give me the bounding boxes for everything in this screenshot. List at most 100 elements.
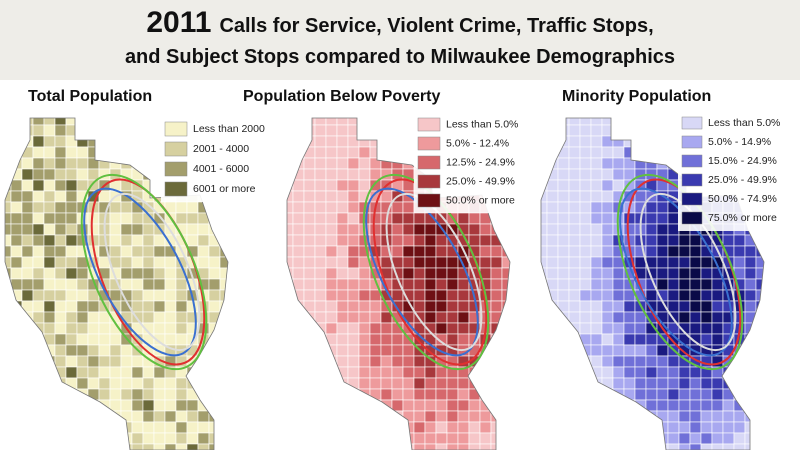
tract	[336, 355, 349, 368]
tract	[303, 256, 316, 269]
tract	[292, 190, 305, 203]
tract	[645, 212, 658, 225]
tract	[32, 201, 45, 214]
tract	[413, 278, 426, 291]
tract	[175, 399, 188, 412]
tract	[336, 333, 349, 346]
tract	[131, 388, 144, 401]
tract	[711, 300, 724, 313]
tract	[579, 311, 592, 324]
tract	[590, 311, 603, 324]
tract	[358, 366, 371, 379]
tract	[54, 245, 67, 258]
legend: Less than 5.0% 5.0% - 12.4% 12.5% - 24.9% 2…	[414, 114, 524, 213]
legend-label: 12.5% - 24.9%	[446, 156, 515, 168]
tract	[208, 300, 221, 313]
tract	[667, 278, 680, 291]
tract	[175, 212, 188, 225]
tract	[325, 256, 338, 269]
tract	[601, 333, 614, 346]
tract	[32, 278, 45, 291]
tract	[10, 256, 23, 269]
tract	[336, 168, 349, 181]
tract	[336, 124, 349, 137]
tract	[402, 377, 415, 390]
tract	[601, 355, 614, 368]
tract	[689, 234, 702, 247]
tract	[557, 179, 570, 192]
tract	[678, 234, 691, 247]
tract	[402, 344, 415, 357]
tract	[32, 157, 45, 170]
tract	[667, 212, 680, 225]
tract	[43, 201, 56, 214]
tract	[623, 333, 636, 346]
hotspot-ellipse	[80, 173, 208, 371]
legend-swatch	[164, 121, 188, 137]
tract	[579, 168, 592, 181]
tract	[43, 135, 56, 148]
tract	[65, 168, 78, 181]
tract	[424, 443, 437, 450]
tract	[402, 388, 415, 401]
tract	[568, 223, 581, 236]
tract	[468, 421, 481, 434]
tract	[120, 344, 133, 357]
tract	[733, 421, 746, 434]
tract	[54, 223, 67, 236]
tract	[54, 311, 67, 324]
tract	[446, 289, 459, 302]
tract	[479, 421, 492, 434]
tract	[153, 410, 166, 423]
tract	[120, 245, 133, 258]
tract	[32, 245, 45, 258]
tract	[142, 366, 155, 379]
tract	[568, 256, 581, 269]
tract	[435, 311, 448, 324]
tract	[120, 256, 133, 269]
tract	[468, 443, 481, 450]
tract	[336, 300, 349, 313]
tract	[336, 223, 349, 236]
tract	[689, 322, 702, 335]
tract	[358, 289, 371, 302]
tract	[424, 410, 437, 423]
tract	[479, 223, 492, 236]
city-outline	[4, 117, 229, 450]
tract	[413, 377, 426, 390]
tract	[76, 311, 89, 324]
tract	[98, 377, 111, 390]
tract	[186, 201, 199, 214]
tract	[325, 322, 338, 335]
tract	[153, 234, 166, 247]
tract	[175, 443, 188, 450]
tract	[612, 333, 625, 346]
tract	[10, 201, 23, 214]
tract	[612, 300, 625, 313]
tract	[98, 366, 111, 379]
tract	[76, 344, 89, 357]
tract	[32, 168, 45, 181]
tract	[424, 256, 437, 269]
tract	[700, 333, 713, 346]
tract	[21, 234, 34, 247]
tract	[468, 300, 481, 313]
tract	[336, 190, 349, 203]
tract	[54, 344, 67, 357]
tract	[435, 245, 448, 258]
tract	[65, 300, 78, 313]
tract	[197, 234, 210, 247]
tract	[142, 377, 155, 390]
tract	[336, 146, 349, 159]
tract	[656, 377, 669, 390]
tract	[546, 201, 559, 214]
tract	[358, 377, 371, 390]
tract	[457, 443, 470, 450]
tract	[153, 245, 166, 258]
tract	[446, 421, 459, 434]
tract	[153, 256, 166, 269]
tract	[131, 245, 144, 258]
tract	[689, 388, 702, 401]
legend-label: 2001 - 4000	[193, 143, 249, 155]
